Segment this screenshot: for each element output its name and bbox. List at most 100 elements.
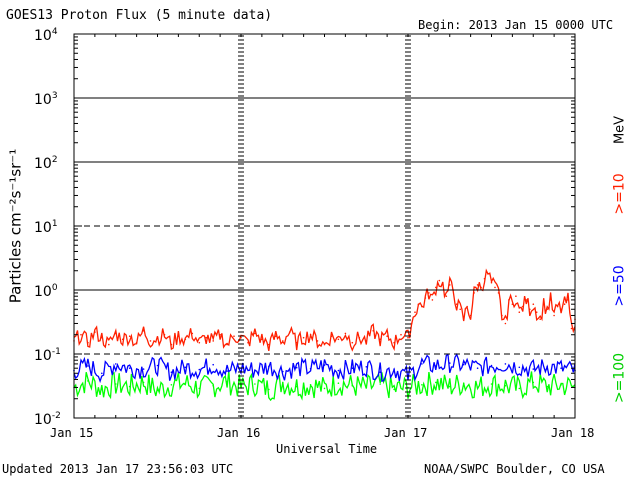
data-point <box>407 336 409 339</box>
data-point <box>226 370 228 372</box>
data-point <box>490 364 493 367</box>
data-point <box>379 383 382 385</box>
data-point <box>421 384 423 386</box>
data-point <box>435 381 437 384</box>
credit-label: NOAA/SWPC Boulder, CO USA <box>424 462 605 476</box>
x-tick-label: Jan 17 <box>384 426 428 440</box>
data-point <box>379 338 382 341</box>
data-point <box>219 333 221 336</box>
data-point <box>518 366 521 369</box>
data-point <box>212 340 214 342</box>
series-line-50mev <box>73 353 576 384</box>
data-point <box>94 331 96 333</box>
data-point <box>365 340 368 342</box>
data-point <box>522 305 524 308</box>
data-point <box>365 366 368 368</box>
data-point <box>421 363 423 365</box>
data-point <box>501 314 503 317</box>
data-point <box>525 299 528 301</box>
data-point <box>462 318 465 321</box>
data-point <box>156 364 159 367</box>
data-point <box>142 368 145 370</box>
data-point <box>254 332 256 335</box>
y-tick-label: 10-2 <box>34 411 61 428</box>
data-point <box>142 381 145 384</box>
begin-label: Begin: 2013 Jan 15 0000 UTC <box>418 18 614 32</box>
data-point <box>170 343 173 346</box>
y-tick-label: 104 <box>34 27 58 44</box>
data-point <box>80 333 82 336</box>
data-point <box>410 322 413 325</box>
data-point <box>128 335 131 338</box>
data-point <box>323 387 326 390</box>
data-point <box>560 384 562 386</box>
data-point <box>556 305 559 308</box>
data-point <box>473 292 475 294</box>
data-point <box>295 385 298 388</box>
data-point <box>438 279 441 282</box>
data-point <box>532 368 535 370</box>
data-point <box>316 340 319 342</box>
x-tick-label: Jan 16 <box>217 426 261 440</box>
data-point <box>115 363 117 365</box>
data-point <box>121 338 124 341</box>
data-point <box>115 332 117 335</box>
data-point <box>435 365 437 367</box>
data-point <box>212 384 214 387</box>
data-point <box>268 343 270 346</box>
data-point <box>449 284 451 286</box>
data-point <box>539 318 541 321</box>
data-point <box>428 292 430 294</box>
data-point <box>184 382 187 385</box>
data-point <box>469 314 472 317</box>
data-point <box>497 292 500 294</box>
data-point <box>198 387 201 390</box>
data-point <box>504 322 507 325</box>
data-point <box>532 381 535 384</box>
data-point <box>435 286 437 289</box>
data-point <box>163 333 166 336</box>
y-tick-label: 10-1 <box>34 347 61 364</box>
data-point <box>261 338 263 341</box>
data-point <box>462 382 465 385</box>
data-point <box>337 338 340 341</box>
data-point <box>490 281 493 284</box>
data-point <box>386 335 388 338</box>
data-point <box>358 336 361 339</box>
data-point <box>393 388 395 391</box>
data-point <box>504 363 507 365</box>
data-point <box>198 341 201 344</box>
data-point <box>87 380 89 382</box>
data-point <box>546 385 548 388</box>
data-point <box>337 382 340 385</box>
data-point <box>546 365 548 368</box>
data-point <box>560 308 562 311</box>
data-point <box>330 335 333 338</box>
data-point <box>344 332 347 335</box>
data-point <box>449 362 451 364</box>
data-point <box>504 384 507 387</box>
data-point <box>282 370 284 373</box>
data-point <box>198 368 201 371</box>
data-point <box>101 372 103 375</box>
data-point <box>351 367 354 370</box>
data-point <box>170 384 173 386</box>
data-point <box>365 386 368 389</box>
data-point <box>177 335 180 338</box>
data-point <box>191 332 194 335</box>
data-point <box>135 341 138 344</box>
data-point <box>421 305 423 308</box>
data-point <box>149 340 152 342</box>
data-point <box>226 343 228 346</box>
series-line-10mev <box>73 268 576 352</box>
data-point <box>445 295 448 298</box>
y-tick-label: 102 <box>34 155 58 172</box>
data-point <box>156 389 159 392</box>
data-point <box>549 299 552 301</box>
data-point <box>295 366 298 369</box>
data-point <box>101 388 103 391</box>
data-point <box>442 284 444 286</box>
data-point <box>275 335 277 338</box>
y-tick-label: 101 <box>34 219 58 236</box>
